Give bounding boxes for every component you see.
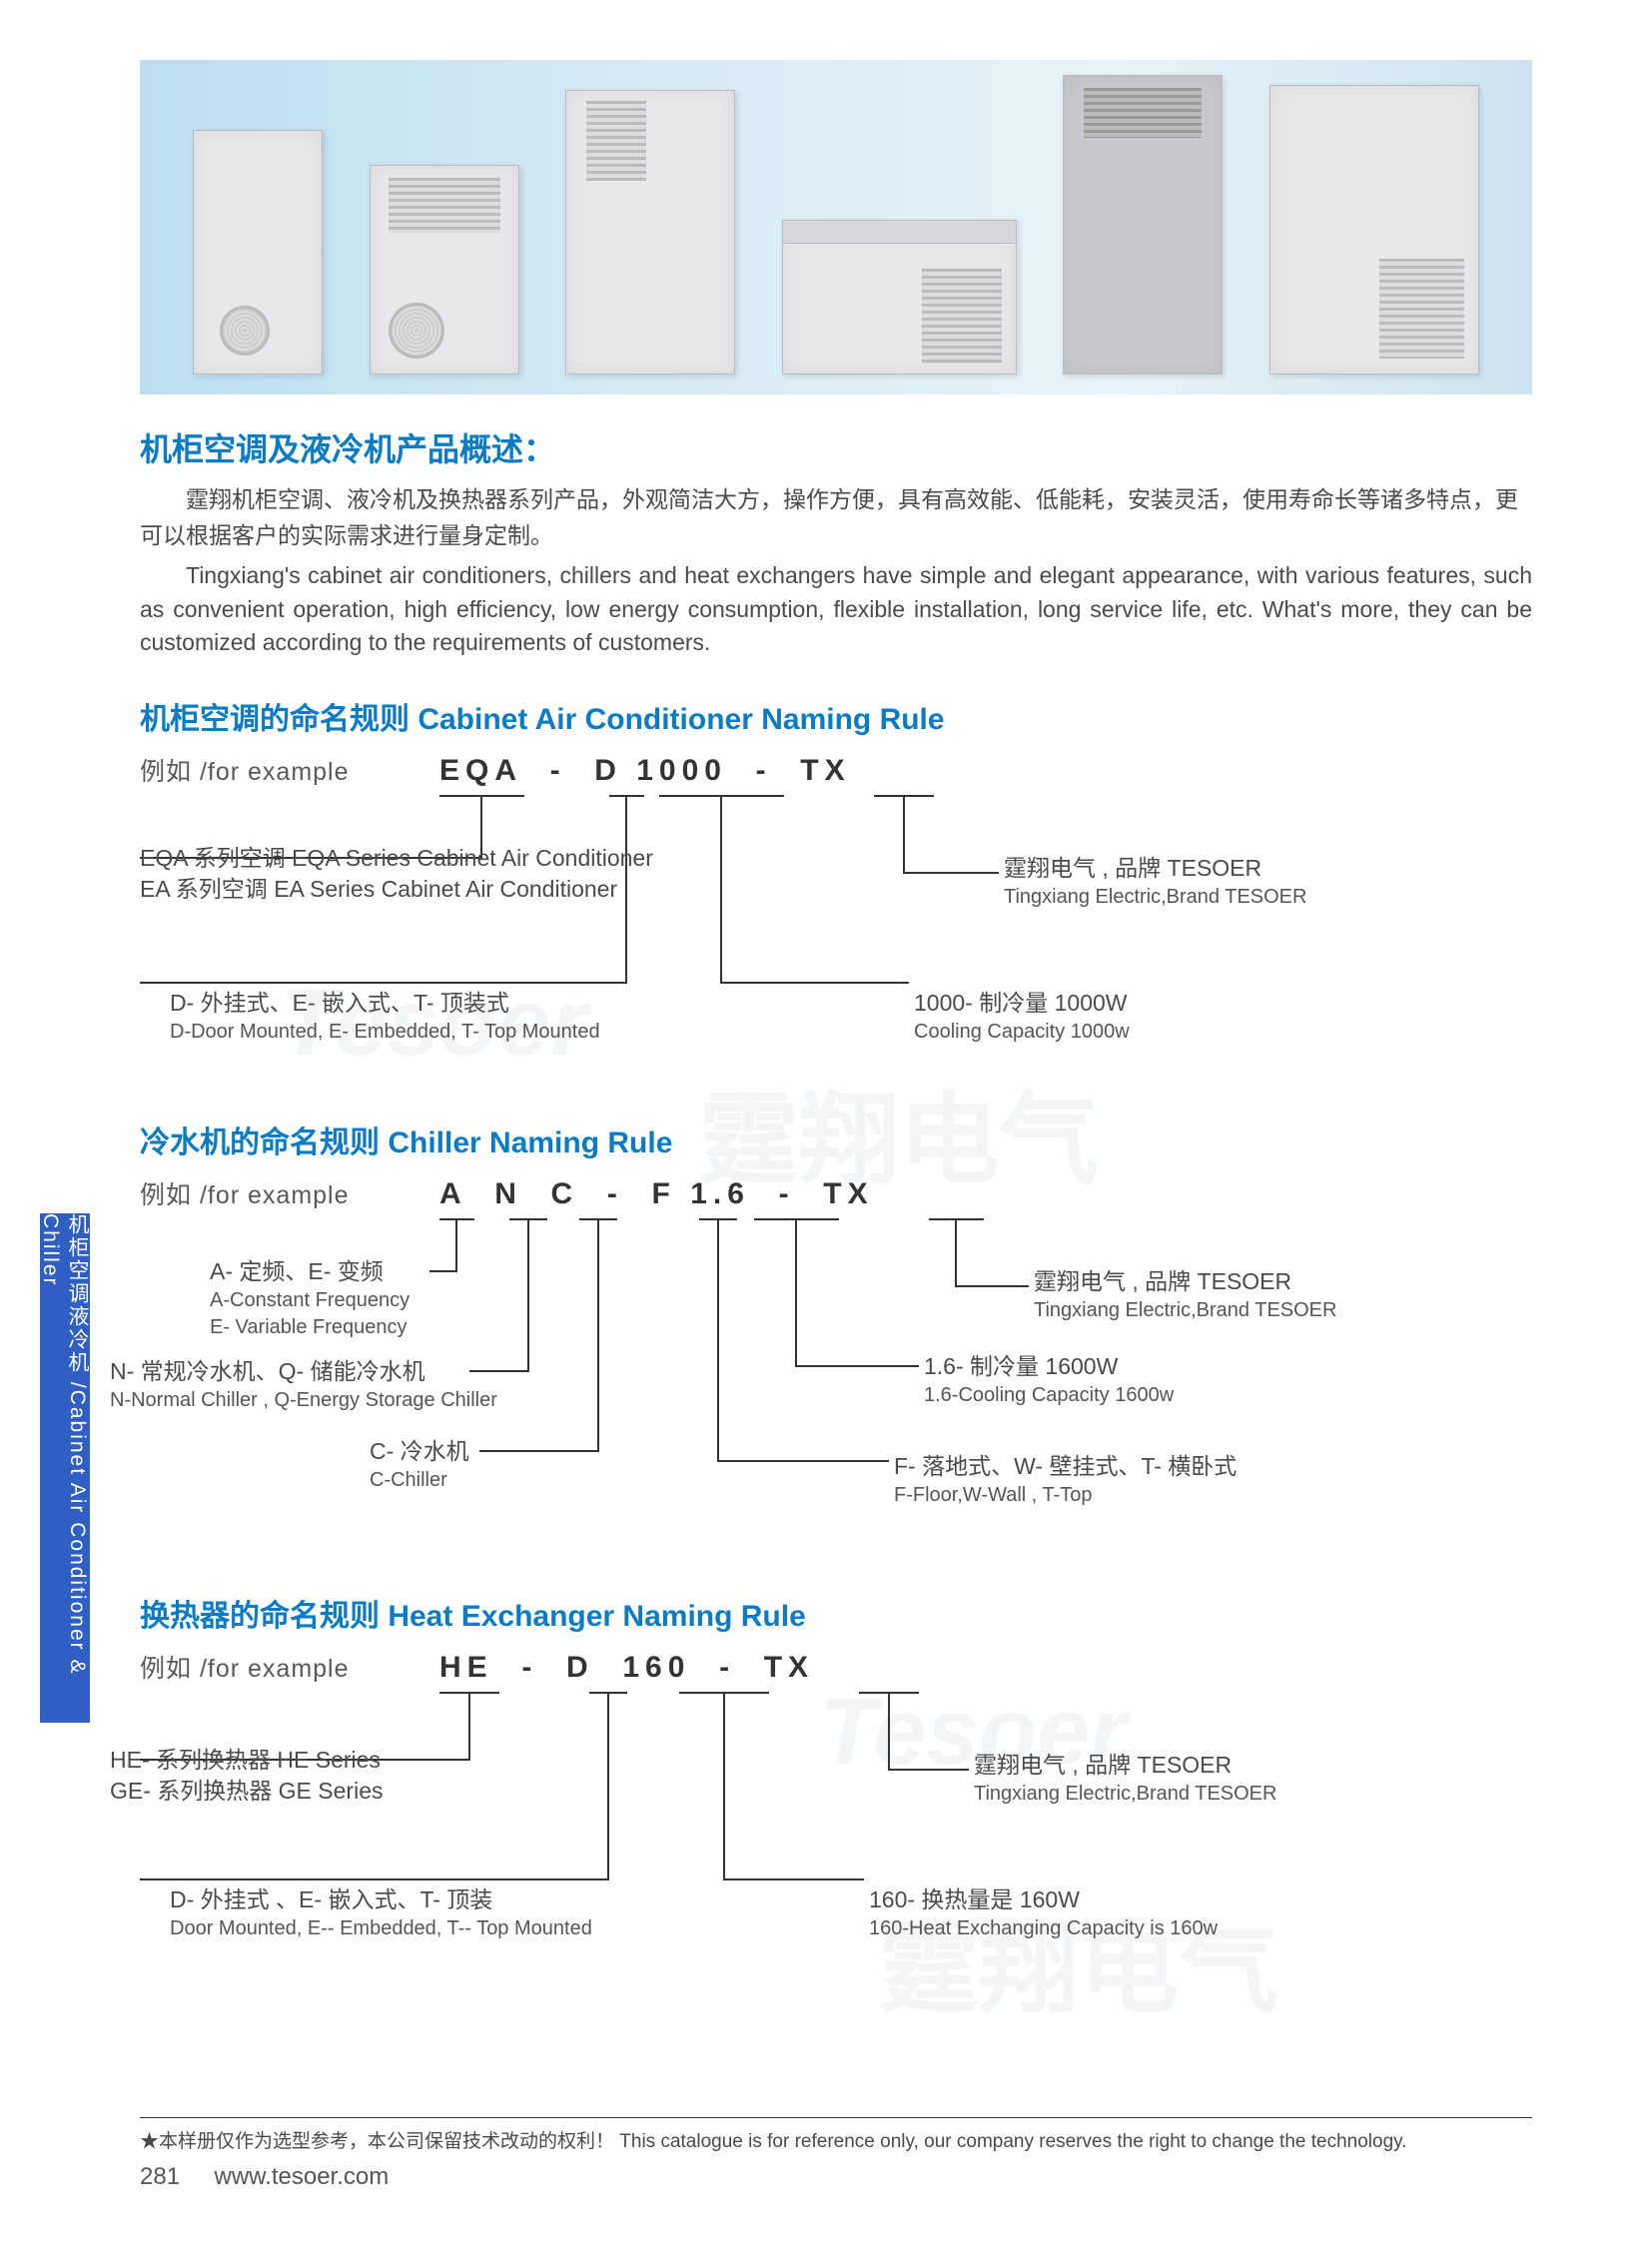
legend-capacity: 160- 换热量是 160W 160-Heat Exchanging Capac… [869, 1884, 1218, 1942]
legend-mount: F- 落地式、W- 壁挂式、T- 横卧式 F-Floor,W-Wall , T-… [894, 1451, 1237, 1509]
footnote: ★本样册仅作为选型参考，本公司保留技术改动的权利！ This catalogue… [140, 2126, 1532, 2153]
legend-brand: 霆翔电气 , 品牌 TESOER Tingxiang Electric,Bran… [1004, 853, 1306, 911]
section1-title: 机柜空调的命名规则 Cabinet Air Conditioner Naming… [140, 694, 1532, 738]
section2-example: 例如 /for example A N C - F 1.6 - TX [140, 1175, 1532, 1211]
legend-brand: 霆翔电气 , 品牌 TESOER Tingxiang Electric,Bran… [974, 1750, 1276, 1808]
section3-diagram: HE- 系列换热器 HE Series GE- 系列换热器 GE Series … [140, 1685, 1532, 1944]
section1-diagram: EQA 系列空调 EQA Series Cabinet Air Conditio… [140, 788, 1532, 1058]
product-image [370, 165, 519, 374]
page-url: www.tesoer.com [215, 2163, 390, 2190]
footer-rule [140, 2117, 1532, 2118]
example-code: HE - D 160 - TX [439, 1651, 814, 1685]
product-banner [140, 60, 1532, 394]
product-image [1269, 85, 1479, 374]
example-code: EQA - D 1000 - TX [439, 754, 851, 788]
product-image [1063, 75, 1223, 374]
product-image [193, 130, 323, 374]
legend-chiller: C- 冷水机 C-Chiller [370, 1436, 469, 1494]
legend-freq: A- 定频、E- 变频 A-Constant Frequency E- Vari… [210, 1256, 410, 1341]
legend-brand: 霆翔电气 , 品牌 TESOER Tingxiang Electric,Bran… [1034, 1266, 1336, 1324]
section2-diagram: A- 定频、E- 变频 A-Constant Frequency E- Vari… [140, 1211, 1532, 1531]
example-label: 例如 /for example [140, 1649, 439, 1685]
legend-type: N- 常规冷水机、Q- 储能冷水机 N-Normal Chiller , Q-E… [110, 1356, 497, 1414]
overview-text-cn: 霆翔机柜空调、液冷机及换热器系列产品，外观简洁大方，操作方便，具有高效能、低能耗… [140, 482, 1532, 553]
legend-series: EQA 系列空调 EQA Series Cabinet Air Conditio… [140, 843, 653, 905]
legend-mount: D- 外挂式 、E- 嵌入式、T- 顶装 Door Mounted, E-- E… [170, 1884, 592, 1942]
page-footer: ★本样册仅作为选型参考，本公司保留技术改动的权利！ This catalogue… [140, 2092, 1532, 2191]
section3-example: 例如 /for example HE - D 160 - TX [140, 1649, 1532, 1685]
legend-capacity: 1.6- 制冷量 1600W 1.6-Cooling Capacity 1600… [924, 1351, 1174, 1409]
product-image [565, 90, 735, 374]
overview-title: 机柜空调及液冷机产品概述： [140, 424, 1532, 470]
example-code: A N C - F 1.6 - TX [439, 1177, 874, 1211]
overview-text-en: Tingxiang's cabinet air conditioners, ch… [140, 559, 1532, 659]
legend-mount: D- 外挂式、E- 嵌入式、T- 顶装式 D-Door Mounted, E- … [170, 988, 600, 1046]
section2-title: 冷水机的命名规则 Chiller Naming Rule [140, 1118, 1532, 1161]
section1-example: 例如 /for example EQA - D 1000 - TX [140, 752, 1532, 788]
legend-capacity: 1000- 制冷量 1000W Cooling Capacity 1000w [914, 988, 1130, 1046]
example-label: 例如 /for example [140, 752, 439, 788]
product-image [782, 220, 1017, 374]
side-tab: 机柜空调液冷机 /Cabinet Air Conditioner & Chill… [40, 1213, 90, 1723]
example-label: 例如 /for example [140, 1175, 439, 1211]
catalog-page: Tesoer 霆翔电气 Tesoer 霆翔电气 机柜空调及液冷机产品概述： 霆翔… [0, 0, 1652, 2241]
section3-title: 换热器的命名规则 Heat Exchanger Naming Rule [140, 1591, 1532, 1635]
page-number: 281 [140, 2163, 180, 2190]
legend-series: HE- 系列换热器 HE Series GE- 系列换热器 GE Series [110, 1745, 383, 1807]
